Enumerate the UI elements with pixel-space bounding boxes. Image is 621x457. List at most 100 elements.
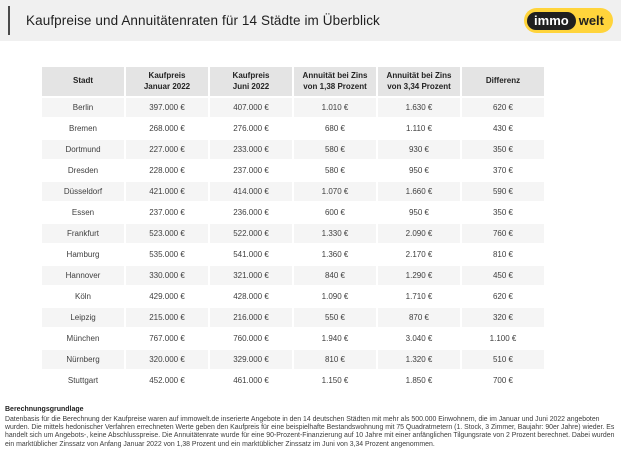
value-cell: 760.000 € [210,329,292,348]
column-header: Kaufpreis Juni 2022 [210,67,292,96]
value-cell: 1.320 € [378,350,460,369]
accent-line [8,6,10,35]
value-cell: 461.000 € [210,371,292,390]
value-cell: 276.000 € [210,119,292,138]
value-cell: 550 € [294,308,376,327]
value-cell: 330.000 € [126,266,208,285]
value-cell: 620 € [462,287,544,306]
column-header: Annuität bei Zins von 3,34 Prozent [378,67,460,96]
value-cell: 429.000 € [126,287,208,306]
immowelt-logo: immo welt [524,8,613,33]
value-cell: 428.000 € [210,287,292,306]
value-cell: 1.100 € [462,329,544,348]
footnote-body: Datenbasis für die Berechnung der Kaufpr… [5,415,615,448]
table-row: Frankfurt 523.000 €522.000 €1.330 €2.090 … [42,224,544,243]
value-cell: 1.710 € [378,287,460,306]
logo-welt-text: welt [578,13,604,28]
value-cell: 370 € [462,161,544,180]
logo-immo-badge: immo [527,11,576,30]
value-cell: 1.070 € [294,182,376,201]
value-cell: 430 € [462,119,544,138]
value-cell: 1.850 € [378,371,460,390]
value-cell: 1.630 € [378,98,460,117]
value-cell: 329.000 € [210,350,292,369]
value-cell: 810 € [294,350,376,369]
value-cell: 760 € [462,224,544,243]
table-row: Köln 429.000 €428.000 €1.090 €1.710 €620 … [42,287,544,306]
table-row: Düsseldorf 421.000 €414.000 €1.070 €1.660… [42,182,544,201]
city-cell: Berlin [42,98,124,117]
value-cell: 320 € [462,308,544,327]
value-cell: 452.000 € [126,371,208,390]
value-cell: 350 € [462,203,544,222]
value-cell: 237.000 € [126,203,208,222]
value-cell: 580 € [294,140,376,159]
column-header: Differenz [462,67,544,96]
value-cell: 1.290 € [378,266,460,285]
value-cell: 2.170 € [378,245,460,264]
city-cell: Hamburg [42,245,124,264]
table-row: Dortmund 227.000 €233.000 €580 €930 €350 … [42,140,544,159]
value-cell: 1.360 € [294,245,376,264]
column-header: Annuität bei Zins von 1,38 Prozent [294,67,376,96]
table-row: Berlin 397.000 €407.000 €1.010 €1.630 €62… [42,98,544,117]
value-cell: 215.000 € [126,308,208,327]
value-cell: 535.000 € [126,245,208,264]
city-cell: Düsseldorf [42,182,124,201]
value-cell: 1.090 € [294,287,376,306]
value-cell: 414.000 € [210,182,292,201]
value-cell: 350 € [462,140,544,159]
table-row: Nürnberg 320.000 €329.000 €810 €1.320 €51… [42,350,544,369]
city-cell: Köln [42,287,124,306]
city-cell: München [42,329,124,348]
footnote-heading: Berechnungsgrundlage [5,405,84,413]
value-cell: 700 € [462,371,544,390]
footnote: Berechnungsgrundlage Datenbasis für die … [5,406,618,449]
value-cell: 320.000 € [126,350,208,369]
table-row: Essen 237.000 €236.000 €600 €950 €350 € [42,203,544,222]
city-cell: Nürnberg [42,350,124,369]
city-cell: Stuttgart [42,371,124,390]
value-cell: 580 € [294,161,376,180]
column-header: Stadt [42,67,124,96]
value-cell: 1.110 € [378,119,460,138]
value-cell: 228.000 € [126,161,208,180]
city-cell: Dortmund [42,140,124,159]
value-cell: 950 € [378,161,460,180]
price-table: Stadt Kaufpreis Januar 2022 Kaufpreis Juni 2… [40,65,546,392]
table-header-row: Stadt Kaufpreis Januar 2022 Kaufpreis Juni 2… [42,67,544,96]
value-cell: 510 € [462,350,544,369]
value-cell: 237.000 € [210,161,292,180]
city-cell: Dresden [42,161,124,180]
value-cell: 523.000 € [126,224,208,243]
value-cell: 600 € [294,203,376,222]
value-cell: 3.040 € [378,329,460,348]
table-row: München 767.000 €760.000 €1.940 €3.040 €1… [42,329,544,348]
value-cell: 767.000 € [126,329,208,348]
table-row: Stuttgart 452.000 €461.000 €1.150 €1.850 … [42,371,544,390]
city-cell: Bremen [42,119,124,138]
value-cell: 620 € [462,98,544,117]
table-row: Dresden 228.000 €237.000 €580 €950 €370 € [42,161,544,180]
table-row: Hamburg 535.000 €541.000 €1.360 €2.170 €8… [42,245,544,264]
value-cell: 236.000 € [210,203,292,222]
value-cell: 950 € [378,203,460,222]
value-cell: 1.940 € [294,329,376,348]
value-cell: 1.010 € [294,98,376,117]
city-cell: Essen [42,203,124,222]
value-cell: 216.000 € [210,308,292,327]
value-cell: 930 € [378,140,460,159]
city-cell: Frankfurt [42,224,124,243]
value-cell: 321.000 € [210,266,292,285]
header-bar: Kaufpreise und Annuitätenraten für 14 St… [0,0,621,41]
price-table-wrap: Stadt Kaufpreis Januar 2022 Kaufpreis Juni 2… [40,65,621,392]
city-cell: Hannover [42,266,124,285]
city-cell: Leipzig [42,308,124,327]
value-cell: 541.000 € [210,245,292,264]
value-cell: 268.000 € [126,119,208,138]
column-header: Kaufpreis Januar 2022 [126,67,208,96]
value-cell: 407.000 € [210,98,292,117]
value-cell: 1.150 € [294,371,376,390]
value-cell: 227.000 € [126,140,208,159]
